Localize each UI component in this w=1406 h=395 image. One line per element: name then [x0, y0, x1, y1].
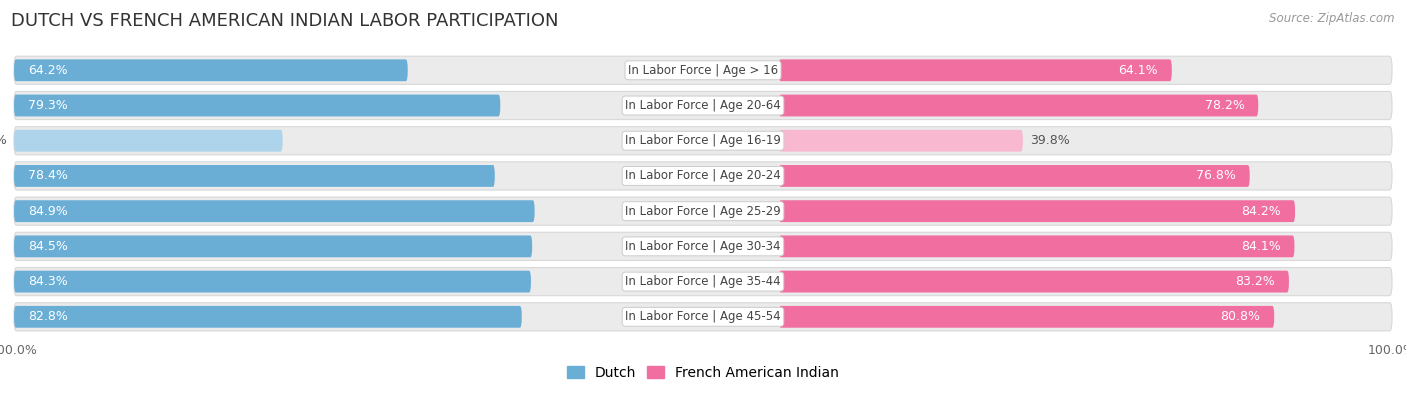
Text: In Labor Force | Age 35-44: In Labor Force | Age 35-44	[626, 275, 780, 288]
Text: In Labor Force | Age 16-19: In Labor Force | Age 16-19	[626, 134, 780, 147]
FancyBboxPatch shape	[14, 165, 495, 187]
FancyBboxPatch shape	[779, 94, 1258, 117]
FancyBboxPatch shape	[14, 232, 1392, 260]
Text: 64.2%: 64.2%	[28, 64, 67, 77]
FancyBboxPatch shape	[779, 59, 1171, 81]
Text: In Labor Force | Age 20-64: In Labor Force | Age 20-64	[626, 99, 780, 112]
Text: 79.3%: 79.3%	[28, 99, 67, 112]
FancyBboxPatch shape	[14, 303, 1392, 331]
Text: 84.5%: 84.5%	[28, 240, 67, 253]
Text: DUTCH VS FRENCH AMERICAN INDIAN LABOR PARTICIPATION: DUTCH VS FRENCH AMERICAN INDIAN LABOR PA…	[11, 12, 558, 30]
Text: 84.3%: 84.3%	[28, 275, 67, 288]
FancyBboxPatch shape	[14, 91, 1392, 120]
FancyBboxPatch shape	[779, 165, 1250, 187]
Text: In Labor Force | Age 45-54: In Labor Force | Age 45-54	[626, 310, 780, 324]
Text: 80.8%: 80.8%	[1220, 310, 1260, 324]
FancyBboxPatch shape	[14, 235, 533, 257]
FancyBboxPatch shape	[14, 306, 522, 328]
Text: 84.9%: 84.9%	[28, 205, 67, 218]
FancyBboxPatch shape	[14, 127, 1392, 155]
Text: In Labor Force | Age > 16: In Labor Force | Age > 16	[628, 64, 778, 77]
Text: 39.8%: 39.8%	[1029, 134, 1070, 147]
Text: 78.2%: 78.2%	[1205, 99, 1244, 112]
Text: In Labor Force | Age 30-34: In Labor Force | Age 30-34	[626, 240, 780, 253]
FancyBboxPatch shape	[779, 271, 1289, 293]
Text: 43.8%: 43.8%	[0, 134, 7, 147]
Text: In Labor Force | Age 25-29: In Labor Force | Age 25-29	[626, 205, 780, 218]
FancyBboxPatch shape	[779, 200, 1295, 222]
FancyBboxPatch shape	[14, 197, 1392, 225]
FancyBboxPatch shape	[779, 306, 1274, 328]
Text: Source: ZipAtlas.com: Source: ZipAtlas.com	[1270, 12, 1395, 25]
Text: 84.2%: 84.2%	[1241, 205, 1281, 218]
Text: 78.4%: 78.4%	[28, 169, 67, 182]
FancyBboxPatch shape	[779, 130, 1022, 152]
FancyBboxPatch shape	[14, 271, 531, 293]
FancyBboxPatch shape	[779, 235, 1295, 257]
Text: In Labor Force | Age 20-24: In Labor Force | Age 20-24	[626, 169, 780, 182]
FancyBboxPatch shape	[14, 59, 408, 81]
Text: 64.1%: 64.1%	[1118, 64, 1159, 77]
Text: 84.1%: 84.1%	[1241, 240, 1281, 253]
Legend: Dutch, French American Indian: Dutch, French American Indian	[561, 360, 845, 386]
FancyBboxPatch shape	[14, 130, 283, 152]
Text: 82.8%: 82.8%	[28, 310, 67, 324]
FancyBboxPatch shape	[14, 56, 1392, 85]
Text: 83.2%: 83.2%	[1236, 275, 1275, 288]
FancyBboxPatch shape	[14, 267, 1392, 296]
FancyBboxPatch shape	[14, 94, 501, 117]
Text: 76.8%: 76.8%	[1197, 169, 1236, 182]
FancyBboxPatch shape	[14, 200, 534, 222]
FancyBboxPatch shape	[14, 162, 1392, 190]
